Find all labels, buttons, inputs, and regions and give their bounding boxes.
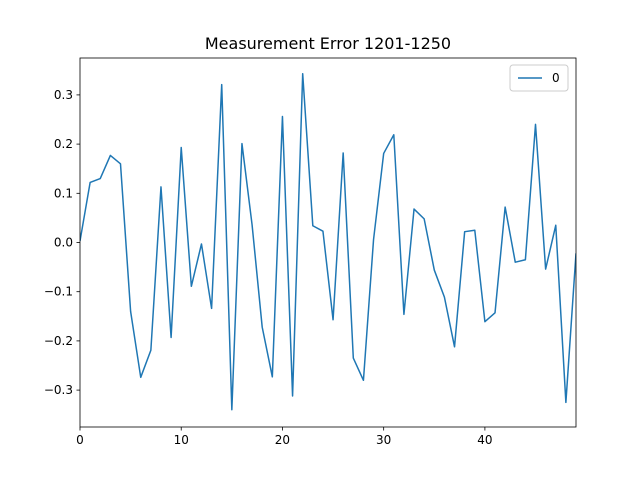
y-tick-label: −0.1 (44, 285, 73, 299)
y-tick-label: −0.3 (44, 383, 73, 397)
y-tick-label: 0.2 (54, 137, 73, 151)
axes: 0 10 20 30 40 −0.3 −0.2 −0.1 0.0 0.1 0.2 0.3 (44, 57, 577, 447)
x-tick-label: 20 (275, 433, 290, 447)
chart-title: Measurement Error 1201-1250 (205, 34, 451, 53)
y-tick-label: 0.1 (54, 186, 73, 200)
x-tick-label: 40 (477, 433, 492, 447)
y-tick-label: −0.2 (44, 334, 73, 348)
y-tick-label: 0.3 (54, 88, 73, 102)
x-tick-label: 30 (376, 433, 391, 447)
legend: 0 (509, 64, 569, 92)
plot-area (80, 72, 576, 411)
y-tick-label: 0.0 (54, 236, 73, 250)
series-line-0 (80, 72, 576, 411)
x-tick-label: 0 (76, 433, 84, 447)
x-tick-label: 10 (174, 433, 189, 447)
legend-label: 0 (552, 71, 560, 85)
